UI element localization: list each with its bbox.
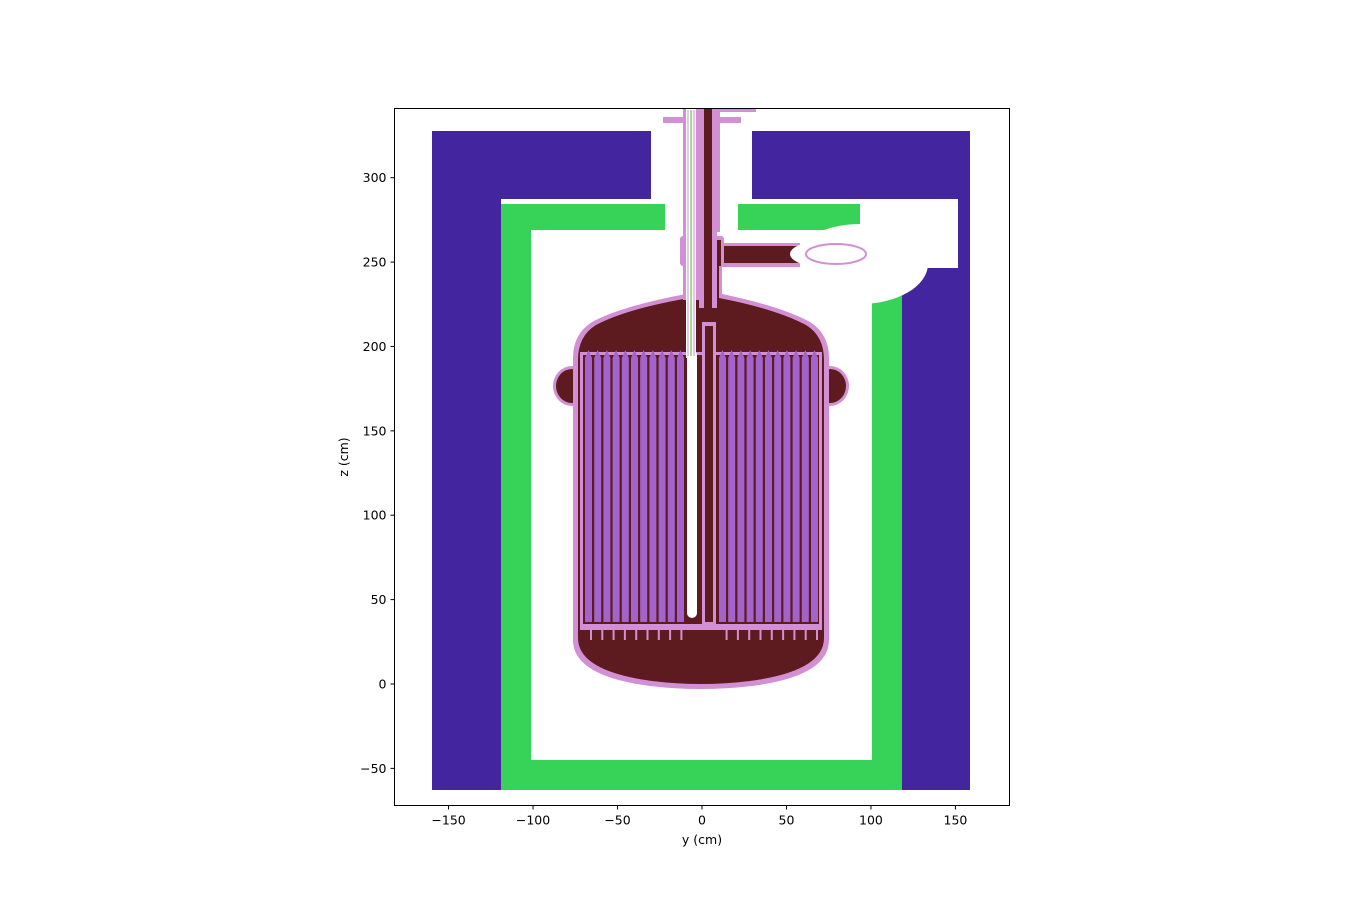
core-support-legs — [590, 626, 818, 640]
fuel-rod — [765, 350, 772, 622]
fuel-rod — [677, 350, 684, 622]
fuel-rod — [728, 350, 736, 622]
support-leg — [590, 626, 592, 640]
y-tick-label: 50 — [371, 592, 387, 607]
fuel-rod — [783, 350, 791, 622]
drive-right-shaft — [704, 108, 712, 308]
fuel-rod — [621, 350, 629, 622]
x-tick-label: −50 — [604, 813, 630, 828]
drive-flange-left — [663, 117, 695, 123]
inner-shield-left — [501, 204, 531, 790]
core — [580, 350, 822, 640]
support-leg — [782, 626, 785, 640]
support-leg — [816, 626, 818, 640]
drive-flange-right — [713, 117, 741, 123]
support-leg — [725, 626, 728, 640]
x-tick-label: 150 — [944, 813, 968, 828]
fuel-rod — [811, 350, 818, 622]
fuel-rod — [737, 350, 745, 622]
pipe-end-opening — [790, 239, 882, 269]
fuel-rod — [792, 350, 800, 622]
support-leg — [612, 626, 615, 640]
support-leg — [759, 626, 762, 640]
fuel-rod — [719, 350, 726, 622]
support-leg — [770, 626, 773, 640]
support-leg — [804, 626, 807, 640]
drive-flange-top — [696, 108, 756, 112]
support-leg — [635, 626, 638, 640]
x-tick-label: −150 — [431, 813, 465, 828]
hot-leg-pipe-fluid — [718, 246, 800, 263]
drive-right-housing — [714, 108, 720, 232]
x-axis-ticks: −150 −100 −50 0 50 100 150 — [431, 805, 968, 828]
support-leg — [669, 626, 672, 640]
x-tick-label: 50 — [779, 813, 795, 828]
support-leg — [646, 626, 649, 640]
support-leg — [680, 626, 683, 640]
fuel-rod — [667, 350, 675, 622]
central-channel-tube — [687, 350, 697, 618]
fuel-rod — [640, 350, 648, 622]
y-tick-label: 100 — [363, 508, 387, 523]
fuel-assemblies — [585, 350, 818, 622]
fuel-rod — [755, 350, 763, 622]
fuel-rod — [585, 350, 592, 622]
fuel-rod — [746, 350, 754, 622]
lower-grid-plate — [580, 624, 822, 630]
support-leg — [623, 626, 626, 640]
fuel-rod — [774, 350, 782, 622]
drive-column — [663, 108, 756, 358]
y-tick-label: 300 — [363, 170, 387, 185]
outer-shield-left-wall — [432, 131, 501, 790]
y-tick-label: 150 — [363, 423, 387, 438]
y-tick-label: 200 — [363, 339, 387, 354]
inner-shield-bottom — [501, 760, 902, 790]
pipe-end-ring — [805, 243, 867, 265]
y-axis-label: z (cm) — [336, 437, 351, 476]
x-tick-label: −100 — [516, 813, 550, 828]
central-guide-inner — [705, 326, 713, 622]
support-leg — [748, 626, 751, 640]
y-axis-ticks: −50 0 50 100 150 200 250 300 — [360, 170, 395, 776]
fuel-rod — [658, 350, 666, 622]
hot-leg-pipe — [716, 239, 882, 269]
y-tick-label: −50 — [360, 761, 386, 776]
x-tick-label: 0 — [698, 813, 706, 828]
fuel-rod — [649, 350, 657, 622]
support-leg — [736, 626, 739, 640]
central-channel — [687, 322, 716, 626]
support-leg — [793, 626, 796, 640]
fuel-rod — [801, 350, 809, 622]
fuel-rod — [631, 350, 638, 622]
fuel-rod — [603, 350, 611, 622]
x-axis-label: y (cm) — [682, 832, 722, 847]
y-tick-label: 0 — [379, 676, 387, 691]
y-tick-label: 250 — [363, 255, 387, 270]
support-leg — [601, 626, 604, 640]
fuel-rod — [594, 350, 602, 622]
x-tick-label: 100 — [859, 813, 883, 828]
support-leg — [657, 626, 660, 640]
fuel-rod — [612, 350, 620, 622]
